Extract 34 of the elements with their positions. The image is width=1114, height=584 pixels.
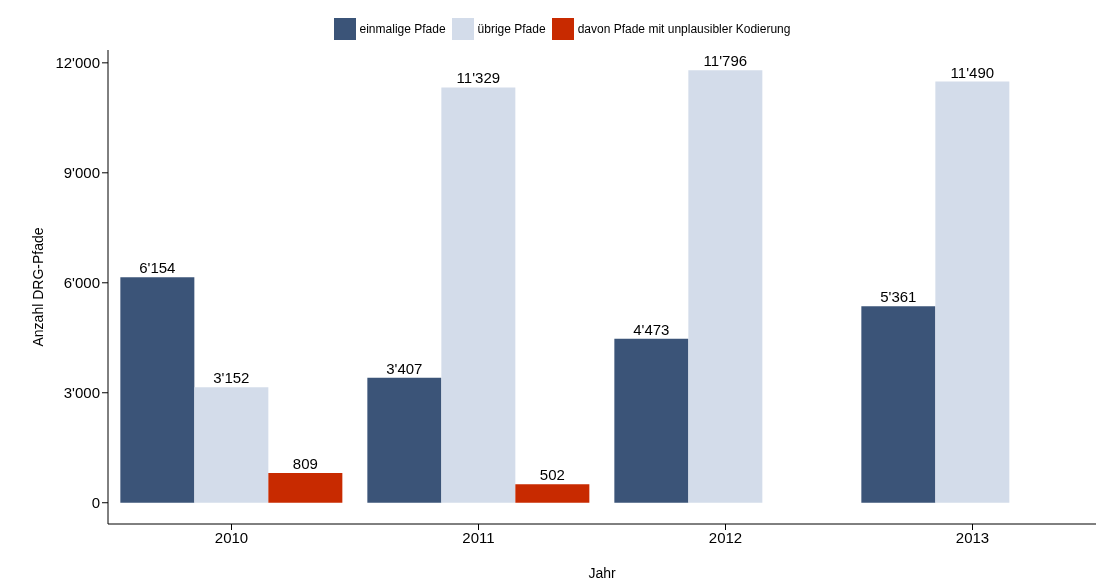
data-label: 3'407	[386, 359, 423, 377]
y-tick-label: 12'000	[55, 54, 100, 72]
data-label: 3'152	[213, 369, 250, 387]
y-axis-title: Anzahl DRG-Pfade	[29, 227, 46, 347]
x-tick-label: 2012	[708, 528, 743, 546]
data-label: 502	[539, 466, 565, 484]
data-label: 5'361	[880, 288, 917, 306]
bar	[194, 387, 269, 503]
bar	[688, 70, 763, 503]
y-tick-label: 9'000	[63, 164, 100, 182]
bar	[367, 377, 442, 503]
bar	[515, 484, 590, 503]
data-label: 4'473	[633, 320, 670, 338]
bar	[614, 338, 689, 503]
x-tick-label: 2010	[214, 528, 249, 546]
x-tick-label: 2011	[462, 528, 495, 546]
legend-label: übrige Pfade	[477, 22, 546, 36]
y-tick-label: 3'000	[63, 384, 100, 402]
legend-label: einmalige Pfade	[359, 22, 446, 36]
data-label: 809	[292, 455, 318, 473]
data-label: 11'490	[950, 63, 995, 81]
bar	[441, 87, 516, 503]
bar	[935, 81, 1010, 503]
y-tick-label: 6'000	[63, 274, 100, 292]
y-tick-label: 0	[91, 494, 100, 512]
data-label: 11'796	[703, 52, 748, 70]
data-label: 6'154	[139, 259, 176, 277]
x-tick-label: 2013	[955, 528, 990, 546]
bar	[268, 473, 343, 503]
data-label: 11'329	[456, 69, 501, 87]
x-axis-title: Jahr	[588, 565, 616, 581]
bar	[861, 306, 936, 503]
bar	[120, 277, 195, 503]
legend-label: davon Pfade mit unplausibler Kodierung	[577, 22, 791, 36]
